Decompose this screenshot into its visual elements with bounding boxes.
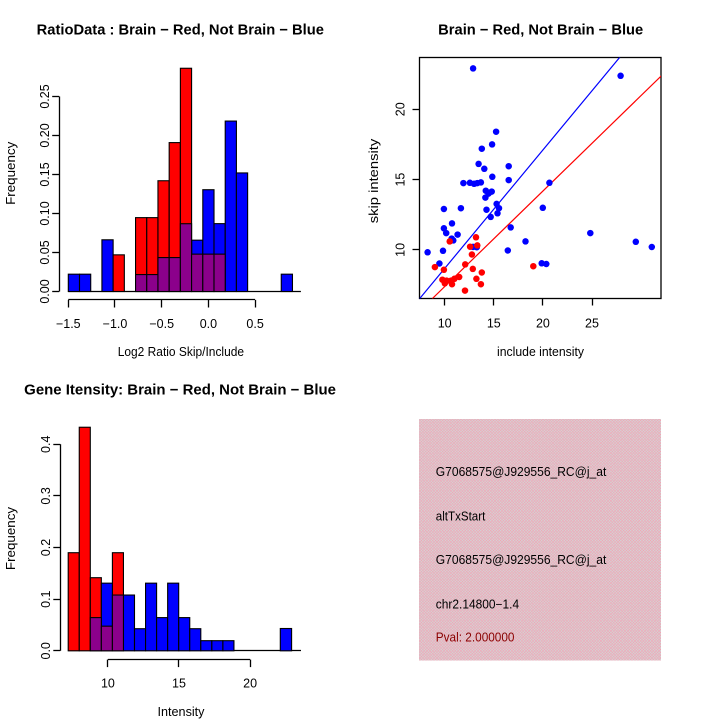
svg-text:Intensity: Intensity <box>158 705 206 719</box>
svg-text:altTxStart: altTxStart <box>436 510 486 524</box>
svg-text:10: 10 <box>394 243 408 257</box>
svg-text:20: 20 <box>536 317 550 331</box>
svg-text:0.20: 0.20 <box>38 123 52 147</box>
svg-text:−0.5: −0.5 <box>149 317 174 331</box>
svg-text:20: 20 <box>243 677 257 691</box>
svg-text:0.5: 0.5 <box>246 317 263 331</box>
svg-text:include intensity: include intensity <box>497 345 585 359</box>
svg-text:G7068575@J929556_RC@j_at: G7068575@J929556_RC@j_at <box>436 553 607 567</box>
svg-text:10: 10 <box>438 317 452 331</box>
svg-text:0.25: 0.25 <box>38 84 52 108</box>
svg-text:0.4: 0.4 <box>39 436 53 453</box>
svg-text:0.00: 0.00 <box>38 279 52 303</box>
svg-text:0.15: 0.15 <box>38 162 52 186</box>
svg-text:chr2.14800−1.4: chr2.14800−1.4 <box>436 598 519 612</box>
svg-text:Frequency: Frequency <box>4 506 18 570</box>
svg-text:Log2 Ratio Skip/Include: Log2 Ratio Skip/Include <box>118 345 244 359</box>
svg-text:15: 15 <box>394 173 408 187</box>
svg-text:0.0: 0.0 <box>200 317 217 331</box>
svg-text:0.10: 0.10 <box>38 201 52 225</box>
svg-text:0.0: 0.0 <box>39 642 53 659</box>
svg-text:Frequency: Frequency <box>4 141 18 205</box>
svg-text:10: 10 <box>101 677 115 691</box>
svg-text:skip intensity: skip intensity <box>367 138 381 223</box>
svg-text:0.3: 0.3 <box>39 487 53 504</box>
svg-text:0.2: 0.2 <box>39 539 53 556</box>
svg-text:G7068575@J929556_RC@j_at: G7068575@J929556_RC@j_at <box>436 465 607 479</box>
svg-text:Pval: 2.000000: Pval: 2.000000 <box>436 630 515 644</box>
svg-text:15: 15 <box>172 677 186 691</box>
svg-text:0.1: 0.1 <box>39 590 53 607</box>
svg-text:20: 20 <box>394 102 408 116</box>
svg-text:25: 25 <box>585 317 599 331</box>
svg-text:RatioData : Brain − Red, Not B: RatioData : Brain − Red, Not Brain − Blu… <box>37 23 324 39</box>
svg-text:−1.0: −1.0 <box>103 317 128 331</box>
svg-text:−1.5: −1.5 <box>56 317 81 331</box>
svg-text:Gene Itensity: Brain − Red, No: Gene Itensity: Brain − Red, Not Brain − … <box>24 382 336 398</box>
svg-text:15: 15 <box>487 317 501 331</box>
svg-text:0.05: 0.05 <box>38 240 52 264</box>
svg-text:Brain − Red, Not Brain − Blue: Brain − Red, Not Brain − Blue <box>438 23 643 39</box>
